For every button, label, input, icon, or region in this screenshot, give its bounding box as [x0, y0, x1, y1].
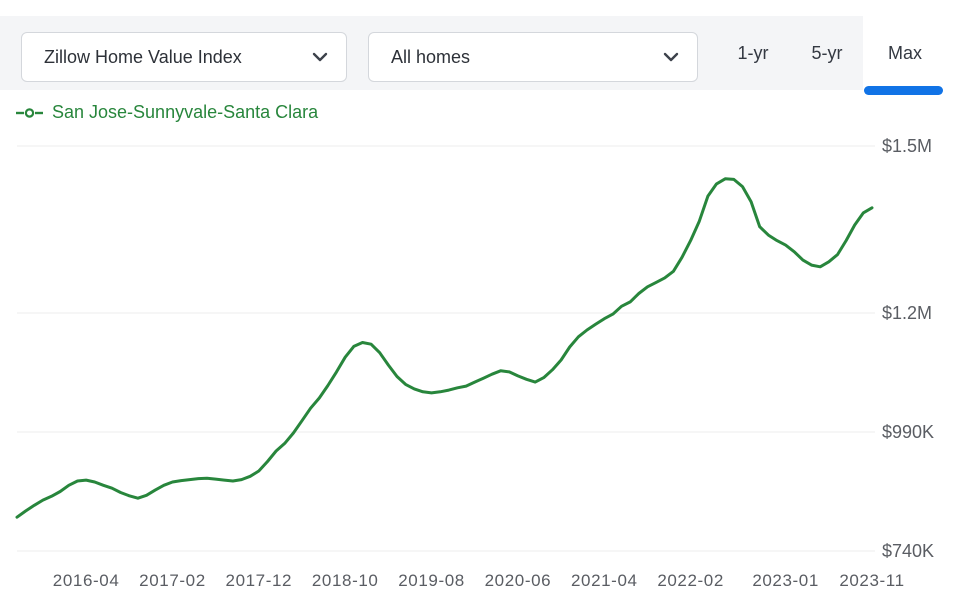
x-axis-label: 2022-02 [657, 571, 724, 590]
x-axis-label: 2018-10 [312, 571, 379, 590]
legend-item[interactable]: San Jose-Sunnyvale-Santa Clara [16, 102, 318, 123]
home-type-dropdown-value: All homes [391, 46, 471, 67]
tab-max[interactable]: Max [863, 16, 947, 90]
toolbar: Zillow Home Value Index All homes 1-yr 5… [0, 16, 947, 95]
y-axis-label: $1.2M [882, 303, 932, 323]
x-axis-label: 2016-04 [53, 571, 120, 590]
series-line[interactable] [15, 177, 874, 519]
tab-1yr[interactable]: 1-yr [723, 16, 783, 90]
active-tab-indicator [864, 86, 943, 95]
tab-5yr[interactable]: 5-yr [797, 16, 857, 90]
x-axis-label: 2023-11 [839, 571, 904, 590]
x-axis-label: 2021-04 [571, 571, 638, 590]
x-axis-label: 2019-08 [398, 571, 465, 590]
x-axis-label: 2017-02 [139, 571, 206, 590]
x-axis-label: 2017-12 [226, 571, 293, 590]
x-axis-label: 2020-06 [485, 571, 552, 590]
legend-series-icon [16, 107, 43, 118]
y-axis-label: $1.5M [882, 136, 932, 156]
chevron-down-icon [312, 52, 328, 62]
home-type-dropdown[interactable]: All homes [368, 32, 698, 82]
price-history-chart[interactable]: $740K $990K $1.2M $1.5M 2016-04 2017-02 2017-1… [0, 125, 979, 604]
metric-dropdown-value: Zillow Home Value Index [44, 46, 242, 67]
y-axis-label: $990K [882, 422, 934, 442]
legend-series-label: San Jose-Sunnyvale-Santa Clara [52, 102, 319, 122]
metric-dropdown[interactable]: Zillow Home Value Index [21, 32, 347, 82]
y-axis-label: $740K [882, 541, 934, 561]
chevron-down-icon [663, 52, 679, 62]
x-axis-label: 2023-01 [752, 571, 819, 590]
